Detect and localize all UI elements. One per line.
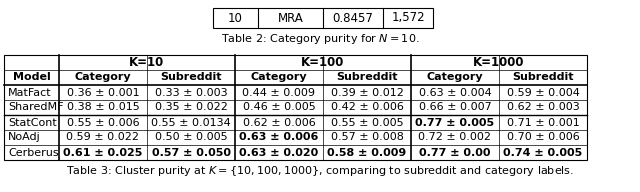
Text: 0.59 ± 0.004: 0.59 ± 0.004 (507, 88, 579, 98)
Text: 0.63 ± 0.020: 0.63 ± 0.020 (239, 147, 319, 157)
Text: 0.57 ± 0.008: 0.57 ± 0.008 (331, 132, 403, 142)
Text: Table 3: Cluster purity at $K = \{10, 100, 1000\}$, comparing to subreddit and c: Table 3: Cluster purity at $K = \{10, 10… (66, 164, 574, 178)
Text: 0.62 ± 0.006: 0.62 ± 0.006 (243, 118, 316, 127)
Text: 0.46 ± 0.005: 0.46 ± 0.005 (243, 103, 316, 113)
Text: 0.63 ± 0.004: 0.63 ± 0.004 (419, 88, 492, 98)
Text: 0.62 ± 0.003: 0.62 ± 0.003 (507, 103, 579, 113)
Text: 0.55 ± 0.0134: 0.55 ± 0.0134 (151, 118, 231, 127)
Text: 0.57 ± 0.050: 0.57 ± 0.050 (152, 147, 230, 157)
Text: MRA: MRA (278, 12, 303, 25)
Text: 0.77 ± 0.00: 0.77 ± 0.00 (419, 147, 491, 157)
Text: Subreddit: Subreddit (336, 73, 397, 83)
Text: 0.50 ± 0.005: 0.50 ± 0.005 (155, 132, 227, 142)
Text: Category: Category (427, 73, 483, 83)
Text: 0.70 ± 0.006: 0.70 ± 0.006 (507, 132, 579, 142)
Text: Subreddit: Subreddit (160, 73, 221, 83)
Text: 0.8457: 0.8457 (333, 12, 373, 25)
Text: Cerberus: Cerberus (8, 147, 59, 157)
Text: MatFact: MatFact (8, 88, 52, 98)
Text: 0.44 ± 0.009: 0.44 ± 0.009 (243, 88, 316, 98)
Text: 0.38 ± 0.015: 0.38 ± 0.015 (67, 103, 140, 113)
Text: 1,572: 1,572 (391, 12, 425, 25)
Text: Table 2: Category purity for $N = 10$.: Table 2: Category purity for $N = 10$. (221, 32, 419, 46)
Text: StatCont: StatCont (8, 118, 57, 127)
Text: Category: Category (75, 73, 131, 83)
Text: 0.74 ± 0.005: 0.74 ± 0.005 (504, 147, 582, 157)
Bar (213, 8, 433, 28)
Text: NoAdj: NoAdj (8, 132, 41, 142)
Text: 0.63 ± 0.006: 0.63 ± 0.006 (239, 132, 319, 142)
Text: 0.71 ± 0.001: 0.71 ± 0.001 (507, 118, 579, 127)
Text: Subreddit: Subreddit (512, 73, 573, 83)
Text: 0.77 ± 0.005: 0.77 ± 0.005 (415, 118, 495, 127)
Text: 0.58 ± 0.009: 0.58 ± 0.009 (328, 147, 406, 157)
Text: 0.55 ± 0.006: 0.55 ± 0.006 (67, 118, 140, 127)
Text: K=100: K=100 (301, 56, 345, 69)
Text: 0.33 ± 0.003: 0.33 ± 0.003 (155, 88, 227, 98)
Text: Category: Category (251, 73, 307, 83)
Text: 0.39 ± 0.012: 0.39 ± 0.012 (331, 88, 403, 98)
Text: 0.42 ± 0.006: 0.42 ± 0.006 (331, 103, 403, 113)
Text: 10: 10 (228, 12, 243, 25)
Text: Model: Model (13, 73, 51, 83)
Text: SharedMF: SharedMF (8, 103, 63, 113)
Text: 0.55 ± 0.005: 0.55 ± 0.005 (331, 118, 403, 127)
Text: K=1000: K=1000 (473, 56, 525, 69)
Bar (4, 55, 587, 160)
Text: 0.36 ± 0.001: 0.36 ± 0.001 (67, 88, 140, 98)
Text: 0.35 ± 0.022: 0.35 ± 0.022 (155, 103, 227, 113)
Text: K=10: K=10 (129, 56, 164, 69)
Text: 0.59 ± 0.022: 0.59 ± 0.022 (67, 132, 140, 142)
Text: 0.72 ± 0.002: 0.72 ± 0.002 (419, 132, 492, 142)
Text: 0.61 ± 0.025: 0.61 ± 0.025 (63, 147, 143, 157)
Text: 0.66 ± 0.007: 0.66 ± 0.007 (419, 103, 492, 113)
